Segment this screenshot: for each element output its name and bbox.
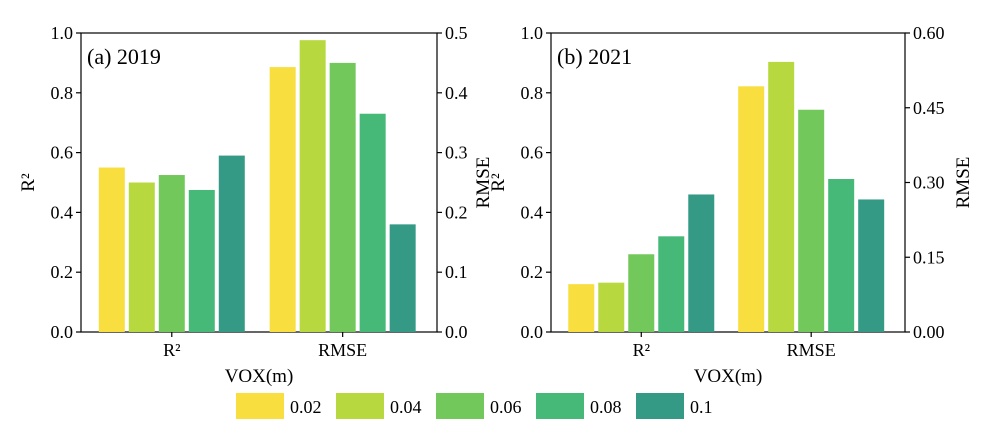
p0-right-tick-label-4: 0.4	[445, 83, 468, 103]
p0-right-tick-label-2: 0.2	[445, 202, 468, 222]
p1-left-tick-label-3: 0.6	[521, 143, 544, 163]
p1-left-tick-label-0: 0.0	[521, 322, 544, 342]
p0-bar-rmse-3	[359, 113, 386, 332]
p1-y-axis-label-left: R²	[488, 173, 509, 192]
p0-bar-r2-1	[128, 182, 155, 332]
p1-bar-r2-4	[688, 194, 715, 332]
p1-x-axis-label: VOX(m)	[694, 366, 763, 387]
legend-swatch-4	[636, 393, 684, 419]
p0-bar-r2-3	[188, 189, 215, 332]
p0-bar-rmse-2	[329, 62, 356, 333]
p0-right-tick-label-5: 0.5	[445, 23, 468, 43]
p0-right-tick-label-3: 0.3	[445, 143, 468, 163]
p1-bar-r2-2	[628, 254, 655, 332]
legend-label-3: 0.08	[590, 397, 622, 417]
p1-right-tick-label-2: 0.30	[913, 173, 945, 193]
p0-left-tick-label-2: 0.4	[51, 202, 74, 222]
legend: 0.02 0.04 0.06 0.08 0.1	[236, 393, 713, 419]
legend-label-4: 0.1	[690, 397, 713, 417]
p1-bar-r2-1	[598, 282, 625, 332]
p1-bar-r2-3	[658, 236, 685, 332]
p0-x-tick-label-1: RMSE	[318, 340, 367, 360]
legend-label-1: 0.04	[390, 397, 422, 417]
p1-right-tick-label-1: 0.15	[913, 247, 945, 267]
p0-left-tick-label-4: 0.8	[51, 83, 74, 103]
p0-y-axis-label-left: R²	[18, 173, 39, 192]
p0-bar-rmse-4	[389, 224, 416, 332]
p1-panel-label: (b) 2021	[557, 44, 632, 69]
p0-bar-r2-0	[98, 167, 125, 332]
p0-plot-frame	[80, 32, 438, 333]
p0-y-axis-label-right: RMSE	[473, 157, 494, 209]
p1-bar-rmse-0	[738, 86, 765, 333]
p0-bar-r2-4	[218, 155, 245, 332]
p0-left-tick-label-5: 1.0	[51, 23, 74, 43]
p1-x-tick-label-1: RMSE	[787, 340, 836, 360]
p1-bar-rmse-1	[768, 61, 795, 333]
p1-left-tick-label-2: 0.4	[521, 202, 544, 222]
p1-left-tick-label-5: 1.0	[521, 23, 544, 43]
p1-y-axis-label-right: RMSE	[953, 157, 974, 209]
p0-panel-label: (a) 2019	[87, 44, 161, 69]
p0-bar-rmse-1	[299, 40, 326, 333]
p0-right-tick-label-1: 0.1	[445, 262, 468, 282]
p0-right-tick-label-0: 0.0	[445, 322, 468, 342]
p1-right-tick-label-0: 0.00	[913, 322, 945, 342]
legend-swatch-3	[536, 393, 584, 419]
legend-swatch-0	[236, 393, 284, 419]
p1-right-tick-label-3: 0.45	[913, 98, 945, 118]
legend-swatch-2	[436, 393, 484, 419]
p0-left-tick-label-3: 0.6	[51, 143, 74, 163]
p0-x-tick-label-0: R²	[163, 340, 180, 360]
chart-panel-2019: R² RMSE 0.0 0.2 0.4 0.6 0.8 1.0 0.0 0.1 0.2 0.3 0.4 0…	[18, 23, 494, 387]
p1-bar-rmse-4	[858, 199, 885, 332]
legend-label-2: 0.06	[490, 397, 522, 417]
p0-bar-rmse-0	[269, 67, 296, 332]
p1-bar-rmse-3	[828, 179, 855, 332]
p1-left-tick-label-4: 0.8	[521, 83, 544, 103]
p1-x-tick-label-0: R²	[633, 340, 650, 360]
p0-bar-r2-2	[158, 175, 185, 332]
p1-bar-r2-0	[568, 284, 595, 332]
legend-swatch-1	[336, 393, 384, 419]
p0-left-tick-label-1: 0.2	[51, 262, 74, 282]
p1-left-tick-label-1: 0.2	[521, 262, 544, 282]
p1-bar-rmse-2	[798, 109, 825, 332]
chart-panel-2021: R² RMSE 0.0 0.2 0.4 0.6 0.8 1.0 0.00 0.15 0.30 0.45…	[488, 23, 974, 387]
p0-x-axis-label: VOX(m)	[225, 366, 294, 387]
p1-right-tick-label-4: 0.60	[913, 23, 945, 43]
legend-label-0: 0.02	[290, 397, 322, 417]
p0-left-tick-label-0: 0.0	[51, 322, 74, 342]
